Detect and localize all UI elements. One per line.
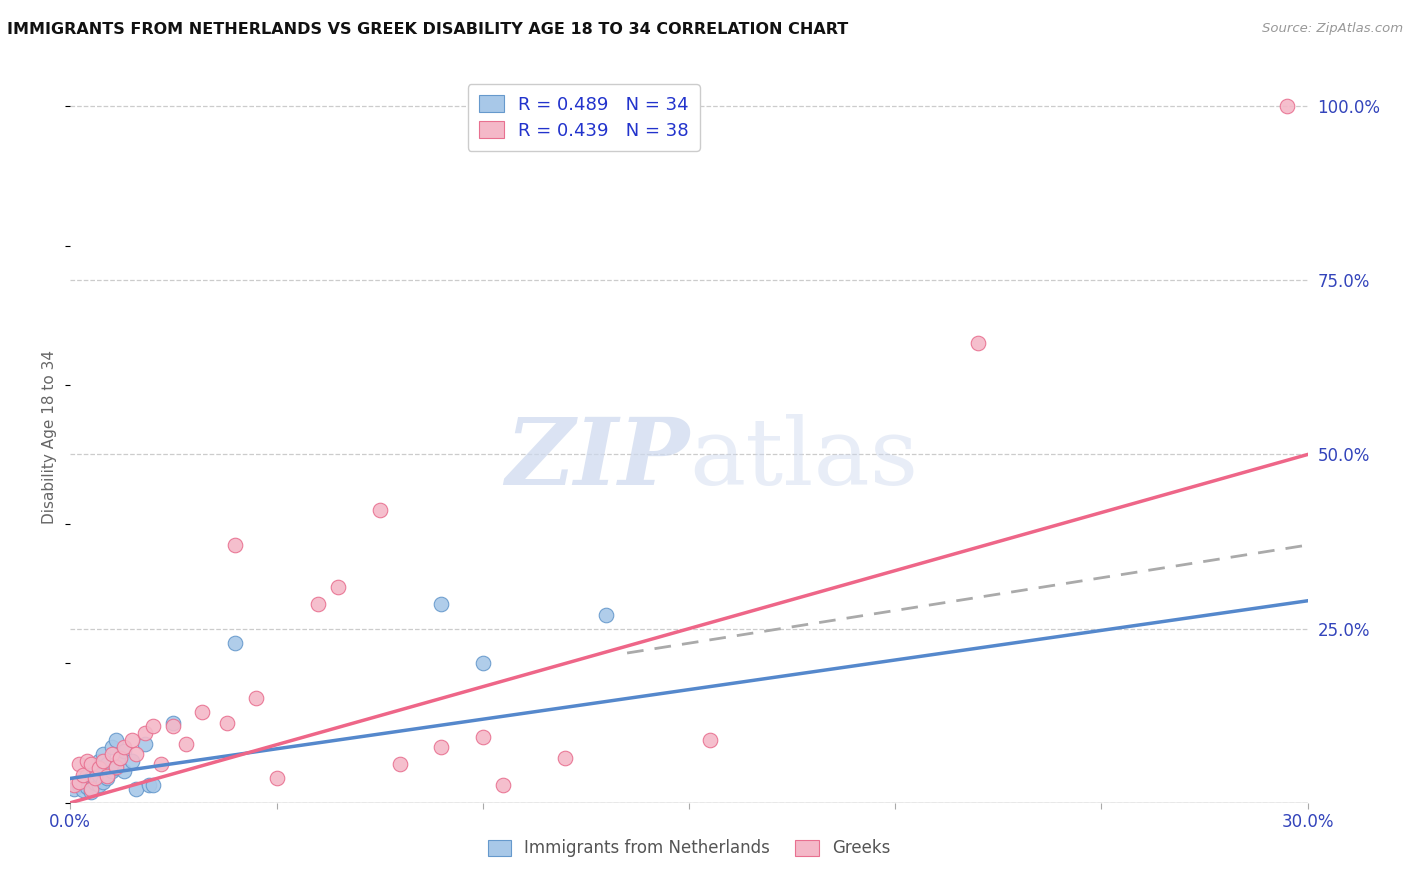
Text: atlas: atlas [689,414,918,504]
Point [84,761,107,775]
Text: Source: ZipAtlas.com: Source: ZipAtlas.com [1263,22,1403,36]
Point [142,778,165,792]
Point [67,775,90,789]
Point [89,754,111,768]
Point [125,747,148,761]
Point [150,757,173,772]
Point [162,719,184,733]
Point [191,705,214,719]
Point [554,750,576,764]
Y-axis label: Disability Age 18 to 34: Disability Age 18 to 34 [42,350,58,524]
Point [162,715,184,730]
Point [492,778,515,792]
Point [430,740,453,755]
Point [96,772,118,786]
Point [104,759,127,773]
Point [80,757,103,772]
Point [100,747,122,761]
Point [72,768,94,782]
Point [108,750,131,764]
Point [121,754,143,768]
Point [430,597,453,611]
Point [125,781,148,796]
Point [368,503,391,517]
Point [112,740,135,755]
Point [91,754,114,768]
Point [80,772,103,786]
Point [80,785,103,799]
Point [89,778,111,792]
Point [1275,99,1298,113]
Point [389,757,412,772]
Point [215,715,238,730]
Point [63,778,86,792]
Point [63,781,86,796]
Point [67,757,90,772]
Text: ZIP: ZIP [505,414,689,504]
Point [89,761,111,775]
Point [84,772,107,786]
Point [76,754,98,768]
Point [112,743,135,757]
Point [112,764,135,779]
Point [142,719,165,733]
Point [224,538,246,552]
Point [174,737,197,751]
Point [307,597,329,611]
Point [76,780,98,795]
Point [72,783,94,797]
Point [245,691,267,706]
Point [100,740,122,755]
Point [96,757,118,772]
Point [134,737,156,751]
Point [100,764,122,779]
Point [91,775,114,789]
Point [224,635,246,649]
Point [84,776,107,790]
Point [104,733,127,747]
Point [76,768,98,782]
Point [266,772,288,786]
Point [699,733,721,747]
Point [121,733,143,747]
Point [80,781,103,796]
Point [67,778,90,792]
Point [104,761,127,775]
Point [471,730,494,744]
Point [91,747,114,761]
Point [89,768,111,782]
Legend: Immigrants from Netherlands, Greeks: Immigrants from Netherlands, Greeks [481,832,897,864]
Point [595,607,617,622]
Point [134,726,156,740]
Point [138,778,160,792]
Point [108,750,131,764]
Point [72,775,94,789]
Point [966,336,988,351]
Point [471,657,494,671]
Text: IMMIGRANTS FROM NETHERLANDS VS GREEK DISABILITY AGE 18 TO 34 CORRELATION CHART: IMMIGRANTS FROM NETHERLANDS VS GREEK DIS… [7,22,848,37]
Point [328,580,350,594]
Point [96,769,118,783]
